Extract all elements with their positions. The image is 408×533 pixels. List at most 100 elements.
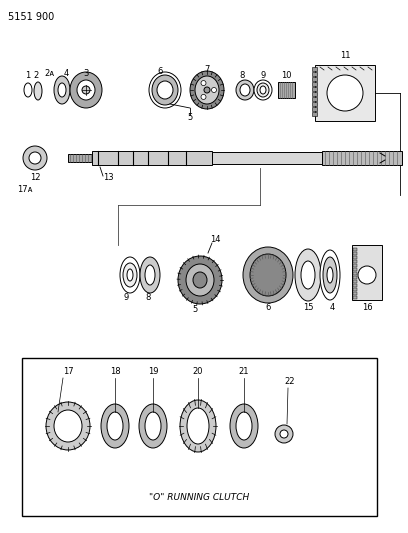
Circle shape	[29, 152, 41, 164]
Bar	[353, 276, 357, 279]
Bar	[353, 268, 357, 271]
Text: 6: 6	[157, 67, 163, 76]
Ellipse shape	[195, 76, 219, 104]
Text: 5: 5	[187, 114, 193, 123]
Text: 8: 8	[239, 71, 245, 80]
Text: 22: 22	[285, 377, 295, 386]
Text: 21: 21	[239, 367, 249, 376]
Ellipse shape	[180, 400, 216, 452]
Bar	[322, 151, 402, 165]
Ellipse shape	[157, 81, 173, 99]
Ellipse shape	[320, 250, 340, 300]
Circle shape	[275, 425, 293, 443]
Ellipse shape	[77, 80, 95, 100]
Ellipse shape	[301, 261, 315, 289]
Bar	[312, 102, 317, 106]
Bar	[278, 82, 295, 98]
Ellipse shape	[236, 412, 252, 440]
Bar	[312, 67, 317, 70]
Circle shape	[327, 75, 363, 111]
Ellipse shape	[139, 404, 167, 448]
Bar	[312, 92, 317, 95]
Text: 9: 9	[260, 71, 266, 80]
Bar	[353, 280, 357, 282]
Text: "O" RUNNING CLUTCH: "O" RUNNING CLUTCH	[149, 494, 249, 503]
Circle shape	[201, 94, 206, 100]
Bar	[312, 82, 317, 85]
Bar	[68, 154, 93, 162]
Ellipse shape	[323, 257, 337, 293]
Bar	[312, 77, 317, 80]
Ellipse shape	[240, 84, 250, 96]
Bar	[315, 65, 375, 121]
Text: 10: 10	[281, 71, 291, 80]
Circle shape	[201, 80, 206, 86]
Bar	[212, 152, 322, 164]
Ellipse shape	[295, 249, 321, 301]
Bar	[353, 252, 357, 254]
Ellipse shape	[123, 263, 137, 287]
Ellipse shape	[236, 80, 254, 100]
Text: 18: 18	[110, 367, 120, 376]
Ellipse shape	[107, 412, 123, 440]
Bar	[22, 358, 377, 516]
Text: 12: 12	[30, 174, 40, 182]
Text: 2: 2	[33, 70, 39, 79]
Ellipse shape	[230, 404, 258, 448]
Bar	[312, 112, 317, 116]
Circle shape	[204, 87, 210, 93]
Text: 15: 15	[303, 303, 313, 311]
Bar	[353, 284, 357, 287]
Ellipse shape	[70, 72, 102, 108]
Bar	[353, 272, 357, 274]
Ellipse shape	[260, 86, 266, 94]
Text: 5: 5	[193, 305, 197, 314]
Ellipse shape	[34, 82, 42, 100]
Ellipse shape	[327, 267, 333, 283]
Ellipse shape	[120, 257, 140, 293]
Text: 4: 4	[329, 303, 335, 311]
Ellipse shape	[58, 83, 66, 97]
Text: 19: 19	[148, 367, 158, 376]
Ellipse shape	[140, 257, 160, 293]
Circle shape	[280, 430, 288, 438]
Ellipse shape	[243, 247, 293, 303]
Text: 9: 9	[123, 293, 129, 302]
Circle shape	[82, 86, 90, 94]
Ellipse shape	[24, 83, 32, 97]
Text: 3: 3	[83, 69, 89, 77]
Ellipse shape	[101, 404, 129, 448]
Circle shape	[358, 266, 376, 284]
Text: 1: 1	[25, 70, 31, 79]
Circle shape	[23, 146, 47, 170]
Ellipse shape	[250, 254, 286, 296]
Ellipse shape	[254, 80, 272, 100]
Bar	[353, 264, 357, 266]
Bar	[353, 256, 357, 259]
Text: 6: 6	[265, 303, 271, 311]
Text: 17ᴀ: 17ᴀ	[17, 185, 33, 195]
Ellipse shape	[127, 269, 133, 281]
Text: 20: 20	[193, 367, 203, 376]
Text: 7: 7	[204, 64, 210, 74]
Text: 17: 17	[63, 367, 73, 376]
Ellipse shape	[186, 264, 214, 296]
Ellipse shape	[149, 72, 181, 108]
Ellipse shape	[257, 83, 269, 97]
Text: 5151 900: 5151 900	[8, 12, 54, 22]
Ellipse shape	[190, 71, 224, 109]
Bar	[353, 248, 357, 251]
Text: 8: 8	[145, 293, 151, 302]
Bar	[312, 87, 317, 91]
Text: 13: 13	[103, 174, 113, 182]
Ellipse shape	[145, 412, 161, 440]
Ellipse shape	[187, 408, 209, 444]
Bar	[312, 107, 317, 110]
Text: 4: 4	[63, 69, 69, 77]
Ellipse shape	[54, 410, 82, 442]
Ellipse shape	[54, 76, 70, 104]
Bar	[353, 288, 357, 290]
Ellipse shape	[152, 75, 178, 105]
Text: 16: 16	[361, 303, 373, 311]
Bar	[92, 151, 212, 165]
